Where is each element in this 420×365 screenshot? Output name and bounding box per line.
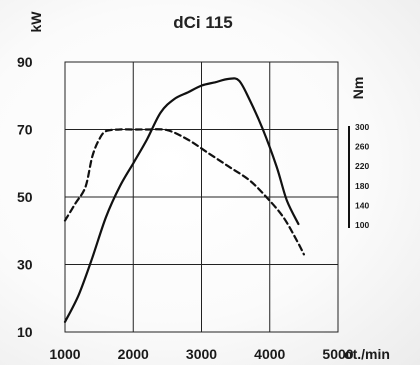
y-tick-label: 30 <box>17 257 33 273</box>
y2-tick-label: 260 <box>355 142 369 152</box>
x-tick-label: 3000 <box>186 346 217 362</box>
x-tick-label: 2000 <box>118 346 149 362</box>
x-axis-unit: ot./min <box>344 346 390 362</box>
y-axis-unit-kw: kW <box>28 11 44 33</box>
chart-title: dCi 115 <box>173 13 233 32</box>
y-tick-label: 70 <box>17 122 33 138</box>
x-tick-label: 4000 <box>254 346 285 362</box>
y2-tick-label: 140 <box>355 200 369 210</box>
y2-tick-label: 300 <box>355 122 369 132</box>
y2-tick-label: 180 <box>355 181 369 191</box>
y2-axis-unit-nm: Nm <box>350 77 366 100</box>
series-line-solid <box>63 77 300 323</box>
y-tick-label: 50 <box>17 189 33 205</box>
y2-tick-label: 100 <box>355 220 369 230</box>
series-line-dashed <box>63 128 305 256</box>
x-tick-label: 1000 <box>49 346 80 362</box>
x-tick-label: 5000 <box>322 346 353 362</box>
y-tick-label: 10 <box>17 324 33 340</box>
y-tick-label: 90 <box>17 54 33 70</box>
y2-tick-label: 220 <box>355 161 369 171</box>
